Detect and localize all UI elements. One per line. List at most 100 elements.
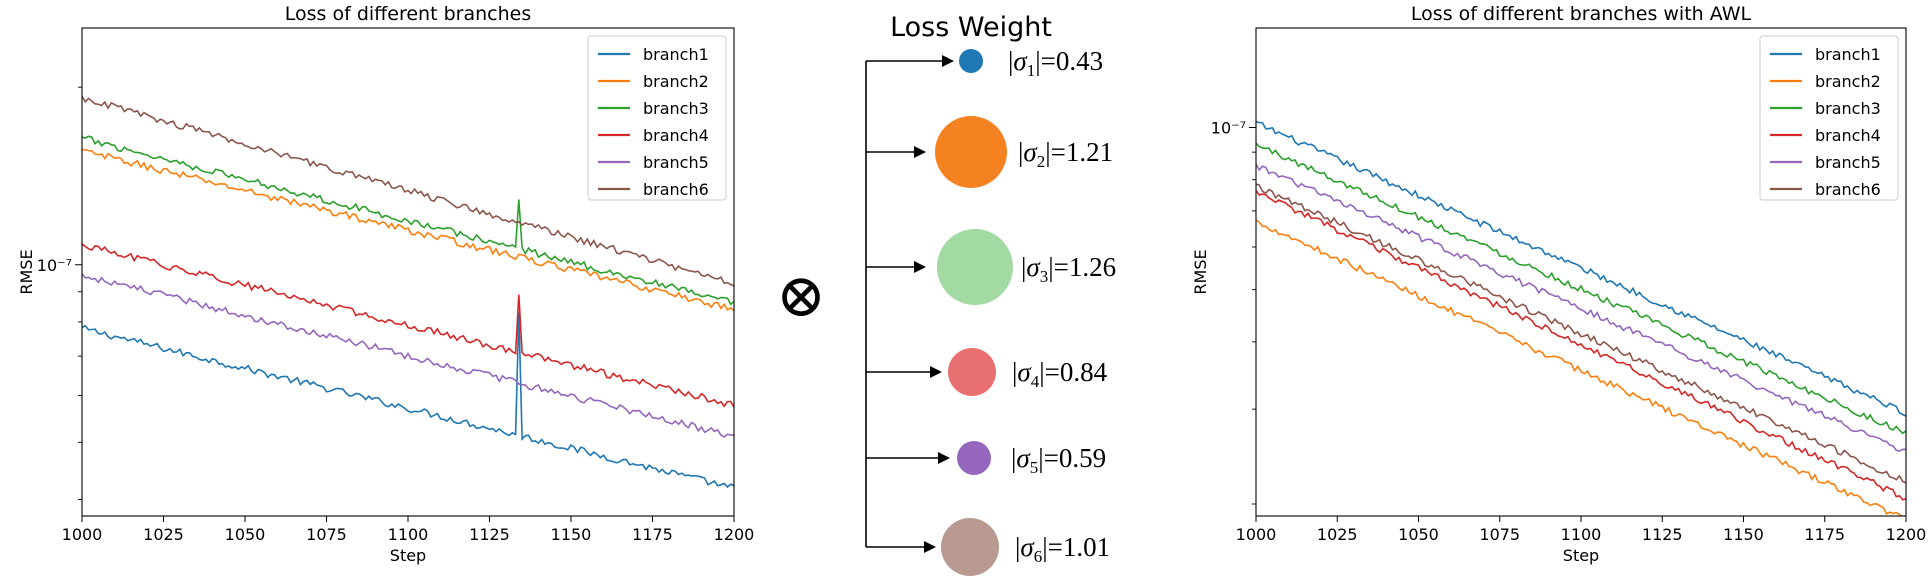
abs-close-equals: |=: [1035, 46, 1056, 76]
sigma-subscript: 4: [1031, 372, 1040, 391]
legend-label-branch3: branch3: [643, 99, 709, 118]
abs-open: |: [1012, 357, 1017, 387]
weight-label-5: |σ5|=0.59: [1011, 443, 1106, 477]
weight-circle-2: [935, 116, 1007, 188]
x-tick-label: 1000: [62, 525, 103, 544]
chart-loss-branches: Loss of different branches 1000 1025 1050 10…: [17, 3, 754, 565]
abs-close-equals: |=: [1039, 357, 1060, 387]
legend-box: [587, 35, 727, 201]
weight-arrow-head: [938, 452, 950, 464]
x-axis-label: Step: [1563, 546, 1599, 565]
weight-circle-4: [948, 348, 996, 396]
weight-label-3: |σ3|=1.26: [1021, 252, 1116, 286]
y-tick-label: 10⁻⁷: [1211, 118, 1246, 137]
sigma-subscript: 1: [1027, 61, 1036, 80]
sigma-subscript: 5: [1030, 458, 1039, 477]
weight-arrow-head: [924, 541, 936, 553]
y-axis-label: RMSE: [1191, 249, 1210, 294]
weight-arrow-head: [914, 146, 926, 158]
abs-close-equals: |=: [1042, 532, 1063, 562]
weight-circle-1: [959, 49, 983, 73]
series-line-branch2: [82, 148, 734, 312]
weight-label-4: |σ4|=0.84: [1012, 357, 1108, 391]
legend-label-branch2: branch2: [643, 72, 709, 91]
x-tick-label: 1075: [1479, 525, 1520, 544]
series-line-branch6: [82, 95, 734, 287]
y-axis-label: RMSE: [17, 249, 36, 294]
loss-weight-title: Loss Weight: [890, 12, 1052, 43]
x-axis-label: Step: [390, 546, 426, 565]
x-tick-label: 1175: [1804, 525, 1845, 544]
weight-value: 0.43: [1056, 46, 1103, 76]
abs-close-equals: |=: [1048, 252, 1069, 282]
legend-label-branch1: branch1: [1815, 45, 1881, 64]
weight-circle-3: [937, 229, 1013, 305]
x-tick-label: 1200: [714, 525, 755, 544]
weight-label-1: |σ1|=0.43: [1008, 46, 1103, 80]
sigma-symbol: σ: [1017, 357, 1032, 387]
abs-open: |: [1008, 46, 1013, 76]
weight-circle-6: [941, 518, 999, 576]
chart-loss-branches-awl: Loss of different branches with AWL 1000 1…: [1191, 3, 1926, 565]
sigma-subscript: 6: [1034, 547, 1043, 566]
weight-label-6: |σ6|=1.01: [1015, 532, 1110, 566]
abs-close-equals: |=: [1038, 443, 1059, 473]
x-tick-label: 1000: [1236, 525, 1277, 544]
x-tick-label: 1025: [1317, 525, 1358, 544]
sigma-subscript: 2: [1037, 152, 1046, 171]
weight-arrow-head: [914, 261, 926, 273]
series-line-branch4: [1256, 189, 1906, 501]
x-tick-label: 1125: [469, 525, 510, 544]
legend-label-branch6: branch6: [643, 180, 709, 199]
legend: branch1 branch2 branch3 branch4 branch5 branc…: [1759, 35, 1899, 201]
abs-close-equals: |=: [1045, 137, 1066, 167]
legend-label-branch1: branch1: [643, 45, 709, 64]
weight-arrow-head: [930, 366, 942, 378]
series-line-branch3: [1256, 142, 1906, 435]
weight-value: 1.01: [1063, 532, 1110, 562]
sigma-subscript: 3: [1040, 267, 1049, 286]
legend-label-branch4: branch4: [643, 126, 709, 145]
x-tick-label: 1075: [306, 525, 347, 544]
series-line-branch6: [1256, 183, 1906, 484]
sigma-symbol: σ: [1023, 137, 1038, 167]
sigma-symbol: σ: [1026, 252, 1041, 282]
series-group: [1256, 121, 1906, 516]
series-line-branch5: [82, 273, 734, 438]
sigma-symbol: σ: [1020, 532, 1035, 562]
series-line-branch1: [82, 312, 734, 489]
chart-title: Loss of different branches: [285, 3, 531, 25]
y-tick-label: 10⁻⁷: [37, 256, 72, 275]
chart-title: Loss of different branches with AWL: [1411, 3, 1752, 25]
abs-open: |: [1018, 137, 1023, 167]
series-line-branch5: [1256, 163, 1906, 452]
weight-value: 1.21: [1066, 137, 1113, 167]
series-line-branch1: [1256, 121, 1906, 417]
legend-label-branch3: branch3: [1815, 99, 1881, 118]
abs-open: |: [1015, 532, 1020, 562]
series-line-branch4: [82, 243, 734, 408]
legend-label-branch5: branch5: [643, 153, 709, 172]
legend: branch1 branch2 branch3 branch4 branch5 branc…: [587, 35, 727, 201]
loss-weight-diagram: Loss Weight⊗|σ1|=0.43|σ2|=1.21|σ3|=1.26|…: [776, 12, 1116, 576]
x-tick-label: 1025: [143, 525, 184, 544]
weight-value: 0.59: [1059, 443, 1106, 473]
weight-value: 1.26: [1069, 252, 1116, 282]
weight-value: 0.84: [1060, 357, 1108, 387]
legend-box: [1759, 35, 1899, 201]
abs-open: |: [1011, 443, 1016, 473]
legend-label-branch6: branch6: [1815, 180, 1881, 199]
tensor-product-operator: ⊗: [776, 263, 826, 329]
x-tick-label: 1150: [551, 525, 592, 544]
x-tick-label: 1050: [1398, 525, 1439, 544]
x-tick-label: 1200: [1886, 525, 1927, 544]
x-tick-label: 1175: [632, 525, 673, 544]
series-line-branch3: [82, 135, 734, 306]
series-line-branch2: [1256, 219, 1903, 516]
weight-arrow-head: [942, 55, 954, 67]
x-tick-label: 1100: [1561, 525, 1602, 544]
x-tick-label: 1150: [1723, 525, 1764, 544]
x-tick-label: 1100: [388, 525, 429, 544]
sigma-symbol: σ: [1016, 443, 1031, 473]
